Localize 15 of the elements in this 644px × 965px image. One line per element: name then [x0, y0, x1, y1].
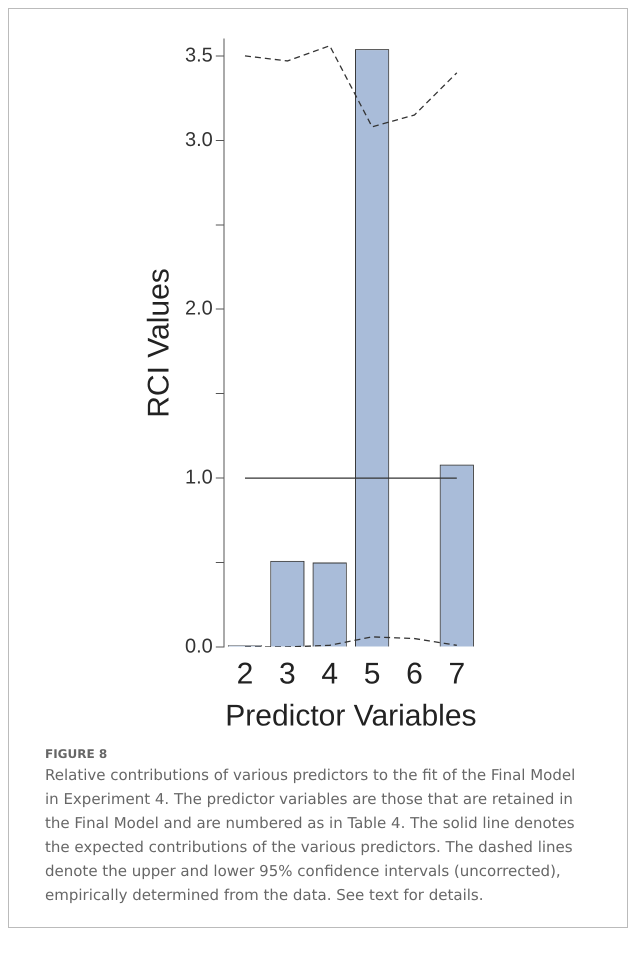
- y-tick-label: 1.0: [184, 466, 213, 489]
- x-tick-label: 7: [448, 657, 466, 690]
- x-tick-label: 3: [279, 657, 296, 690]
- caption: FIGURE 8: [45, 747, 108, 761]
- y-axis-title: RCI Values: [142, 268, 176, 418]
- x-tick-label: 2: [236, 657, 254, 690]
- y-tick-label: 3.0: [184, 128, 213, 151]
- text: Relative contributions of various predictors to the fit of the Final Model in Experiment 4. The predictor variables are those that are retained in the Final Model and are numbered as in Table 4. The solid line denotes the expected contributions of the various predictors. The dashed lines denote the upper and lower 95% confidence intervals (uncorrected), empirically determined from the data. See text for details.: [45, 765, 576, 906]
- y-tick-label: 2.0: [184, 298, 213, 320]
- y-tick-label: 0.0: [184, 636, 213, 658]
- x-tick-label: 5: [364, 657, 380, 690]
- x-tick-label: 4: [321, 657, 338, 690]
- x-axis-title: Predictor Variables: [225, 699, 477, 732]
- x-tick-label: 6: [406, 657, 423, 690]
- y-tick-label: 3.5: [184, 44, 213, 66]
